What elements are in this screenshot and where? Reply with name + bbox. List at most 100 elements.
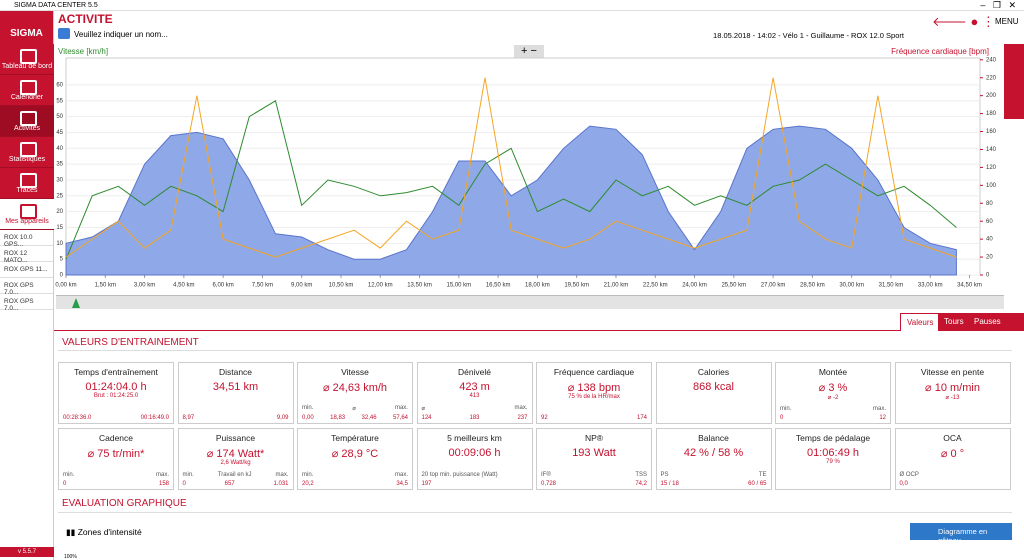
x-tick-label: 25,50 km — [721, 283, 746, 289]
stat-card: Temps d'entraînement 01:24:04.0 h Brut : 0… — [58, 362, 174, 424]
card-title: Balance — [698, 433, 729, 443]
card-title: Fréquence cardiaque — [553, 367, 635, 377]
footer-label: PS — [660, 472, 669, 478]
zones-title: ▮▮ Zones d'intensité — [66, 527, 142, 537]
y2-tick-label: 160 — [986, 129, 997, 135]
activity-info: 18.05.2018 - 14:02 - Vélo 1 - Guillaume … — [713, 31, 904, 40]
card-sub: ⌀ -2 — [827, 395, 839, 401]
card-sub: ⌀ -13 — [945, 395, 960, 401]
card-value: ⌀ 28,9 °C — [331, 448, 379, 460]
footer-value: 18,83 — [330, 415, 346, 421]
stat-card: Dénivelé 423 m 413 ⌀ max. 124 183 237 — [416, 362, 533, 424]
footer-value: 124 — [421, 415, 432, 421]
card-footer-labels: 20 top min. puissance (Watt) — [422, 472, 528, 478]
y-tick-label: 55 — [56, 98, 63, 104]
device-item[interactable]: ROX GPS 7.0... — [0, 294, 53, 312]
card-footer-labels: PS TE — [661, 472, 767, 478]
device-item[interactable]: ROX GPS 7.0... — [0, 278, 53, 296]
y-tick-label: 5 — [60, 257, 64, 263]
stat-card: Vitesse ⌀ 24,63 km/h min. ⌀ max. 0,00 18,83 32,… — [297, 362, 413, 424]
device-item[interactable]: ROX 12 MATO... — [0, 246, 53, 264]
card-title: Temps d'entraînement — [74, 367, 158, 377]
card-footer-values: 92 174 — [541, 415, 647, 421]
x-tick-label: 1,50 km — [95, 283, 116, 289]
card-footer-values: 0 12 — [780, 415, 886, 421]
footer-label: ⌀ — [421, 406, 426, 412]
footer-label: TE — [758, 472, 767, 478]
chart-side-tools[interactable] — [1004, 44, 1024, 119]
card-title: Temps de pédalage — [795, 433, 871, 443]
divider — [58, 512, 1012, 513]
nav-item[interactable]: Tracés — [0, 168, 54, 199]
card-value: 423 m — [459, 381, 490, 393]
footer-value: 1.031 — [273, 481, 289, 487]
stat-card: Distance 34,51 km 8,97 9,09 — [177, 362, 294, 424]
nav-item[interactable]: Activités — [0, 106, 54, 137]
card-value: ⌀ 0 ° — [940, 448, 965, 460]
y2-tick-label: 140 — [986, 147, 997, 153]
logo: SIGMA — [0, 11, 53, 44]
zoom-buttons[interactable]: + − — [514, 45, 544, 58]
card-title: OCA — [943, 433, 962, 443]
nav-item[interactable]: Tableau de bord — [0, 44, 54, 75]
footer-value: 20,2 — [302, 481, 314, 487]
card-title: Distance — [218, 367, 253, 377]
y2-tick-label: 220 — [986, 75, 997, 81]
nav-item[interactable]: Calendrier — [0, 75, 54, 106]
line-series — [65, 100, 957, 260]
nav-item[interactable]: Mes appareils — [0, 199, 54, 230]
tab[interactable]: Tours — [938, 313, 970, 331]
toolbar-icons[interactable]: 🡐 ● ⋮ — [932, 14, 995, 29]
menu[interactable]: MENU — [995, 17, 1019, 26]
y-tick-label: 15 — [56, 225, 63, 231]
card-title: Dénivelé — [457, 367, 492, 377]
title-bar: SIGMA DATA CENTER 5.5 – ❐ ✕ — [0, 0, 1024, 11]
y-tick-label: 50 — [56, 114, 63, 120]
device-item[interactable]: ROX 10.0 GPS... — [0, 230, 53, 248]
x-tick-label: 16,50 km — [486, 283, 511, 289]
y2-tick-label: 40 — [986, 237, 993, 243]
footer-value: 9,09 — [276, 415, 289, 421]
tab[interactable]: Valeurs — [900, 313, 941, 331]
footer-label: min. — [302, 405, 314, 411]
x-tick-label: 13,50 km — [407, 283, 432, 289]
card-footer-values: 0,0 — [900, 481, 1006, 487]
card-footer-labels: ⌀ max. — [422, 405, 528, 412]
footer-label: ⌀ — [352, 406, 356, 412]
stat-card: Cadence ⌀ 75 tr/min* min. max. 0 158 — [58, 428, 174, 490]
x-tick-label: 10,50 km — [329, 283, 354, 289]
card-value: 01:24:04.0 h — [85, 381, 147, 393]
stat-card: Température ⌀ 28,9 °C min. max. 20,2 34,5 — [297, 428, 413, 490]
footer-value: 12 — [879, 415, 886, 421]
footer-value: 657 — [224, 481, 235, 487]
section-title: VALEURS D'ENTRAINEMENT — [62, 337, 199, 348]
sport-icon[interactable] — [58, 28, 70, 39]
pie-button[interactable]: Diagramme en gâteau — [910, 523, 1012, 545]
footer-label: 20 top min. puissance (Watt) — [421, 472, 498, 478]
footer-label: TSS — [635, 472, 647, 478]
card-value: 01:06:49 h — [807, 447, 859, 459]
stat-card: 5 meilleurs km 00:09:06 h 20 top min. puis… — [416, 428, 533, 490]
divider — [58, 350, 1012, 351]
footer-value: 60 / 65 — [748, 481, 767, 487]
nav-item[interactable]: Statistiques — [0, 137, 54, 168]
footer-label: Ø OCP — [899, 472, 919, 478]
footer-label: min. — [182, 472, 194, 478]
card-footer-labels: min. max. — [63, 472, 169, 478]
device-item[interactable]: ROX GPS 11... — [0, 262, 53, 278]
x-tick-label: 31,50 km — [879, 283, 904, 289]
tab[interactable]: Pauses — [968, 313, 1007, 331]
activity-name[interactable]: Veuillez indiquer un nom... — [74, 30, 168, 39]
card-footer-labels: min. Travail en kJ max. — [183, 472, 289, 478]
stat-card: Calories 868 kcal — [655, 362, 772, 424]
y2-tick-label: 100 — [986, 183, 997, 189]
card-value: ⌀ 174 Watt* — [206, 448, 265, 460]
card-title: Montée — [818, 367, 848, 377]
card-footer-values: 15 / 18 60 / 65 — [661, 481, 767, 487]
y2-tick-label: 60 — [986, 219, 993, 225]
y2-tick-label: 0 — [986, 273, 990, 279]
window-controls[interactable]: – ❐ ✕ — [980, 0, 1016, 10]
x-tick-label: 21,00 km — [604, 283, 629, 289]
tab-menu[interactable] — [1005, 313, 1024, 331]
range-slider[interactable] — [56, 295, 1004, 309]
